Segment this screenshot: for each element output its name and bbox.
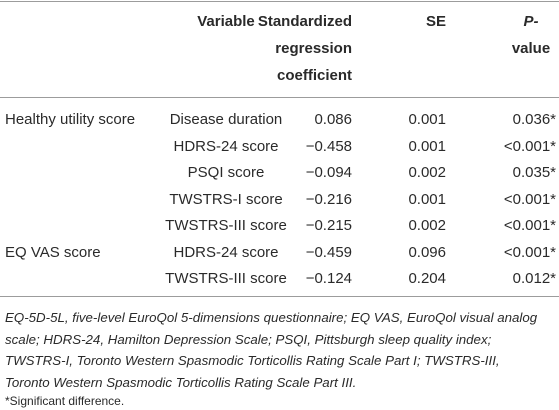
variable-cell: HDRS-24 score [173, 243, 279, 261]
variable-cell: TWSTRS-I score [169, 190, 283, 208]
header-variable: Variable [150, 8, 302, 35]
se-cell: 0.002 [408, 217, 446, 234]
footnote-line: EQ-5D-5L, five-level EuroQol 5-dimension… [5, 310, 538, 325]
coefficient-cell: −0.094 [305, 164, 352, 181]
variable-cell: Disease duration [169, 111, 283, 128]
coefficient-cell: −0.124 [305, 270, 352, 287]
variable-cell: TWSTRS-III score [165, 217, 287, 234]
header-bottom-rule [0, 97, 559, 98]
significance-note: *Significant difference. [5, 394, 125, 408]
table-bottom-rule [0, 296, 559, 297]
coefficient-cell: −0.215 [305, 217, 352, 234]
coefficient-cell: −0.216 [305, 190, 352, 208]
table-row: EQ VAS score HDRS-24 score −0.459 0.096 … [0, 240, 559, 267]
header-p-value-line-2: value [511, 40, 551, 57]
table-body: Healthy utility score Disease duration 0… [0, 107, 559, 293]
table-footnote: EQ-5D-5L, five-level EuroQol 5-dimension… [5, 307, 557, 410]
p-value-cell: <0.001* [503, 137, 556, 155]
footnote-line: TWSTRS-I, Toronto Western Spasmodic Tort… [5, 353, 500, 368]
p-value-cell: 0.036* [512, 111, 556, 128]
variable-cell: HDRS-24 score [173, 137, 279, 155]
header-se: SE [426, 8, 446, 35]
header-p-value: P- value [503, 8, 559, 62]
footnote-line: scale; HDRS-24, Hamilton Depression Scal… [5, 331, 492, 347]
group-label: EQ VAS score [5, 243, 101, 261]
table-top-rule [0, 1, 559, 2]
coefficient-cell: 0.086 [314, 111, 352, 128]
variable-cell: PSQI score [187, 164, 265, 181]
p-value-cell: 0.012* [512, 270, 556, 287]
se-cell: 0.204 [408, 270, 446, 287]
p-value-cell: <0.001* [503, 190, 556, 208]
header-p-value-line-1: P- [523, 13, 539, 30]
se-cell: 0.096 [408, 243, 446, 261]
se-cell: 0.001 [408, 137, 446, 155]
table-row: HDRS-24 score −0.458 0.001 <0.001* [0, 134, 559, 161]
p-value-cell: <0.001* [503, 217, 556, 234]
header-variable-label: Variable [197, 13, 255, 30]
header-coefficient-line-1: Standardized [257, 13, 352, 30]
se-cell: 0.001 [408, 190, 446, 208]
table-row: TWSTRS-I score −0.216 0.001 <0.001* [0, 187, 559, 214]
table-row: TWSTRS-III score −0.124 0.204 0.012* [0, 266, 559, 293]
header-coefficient-line-3: coefficient [276, 67, 352, 84]
se-cell: 0.001 [408, 111, 446, 128]
p-value-cell: <0.001* [503, 243, 556, 261]
table-row: PSQI score −0.094 0.002 0.035* [0, 160, 559, 187]
footnote-line: Toronto Western Spasmodic Torticollis Ra… [5, 374, 357, 390]
coefficient-cell: −0.458 [305, 137, 352, 155]
table-row: TWSTRS-III score −0.215 0.002 <0.001* [0, 213, 559, 240]
header-se-label: SE [425, 13, 446, 30]
variable-cell: TWSTRS-III score [165, 270, 287, 287]
p-value-cell: 0.035* [512, 164, 556, 181]
se-cell: 0.002 [408, 164, 446, 181]
table-row: Healthy utility score Disease duration 0… [0, 107, 559, 134]
coefficient-cell: −0.459 [305, 243, 352, 261]
header-coefficient: Standardized regression coefficient [258, 8, 352, 89]
header-coefficient-line-2: regression [275, 40, 352, 57]
group-label: Healthy utility score [5, 111, 136, 128]
